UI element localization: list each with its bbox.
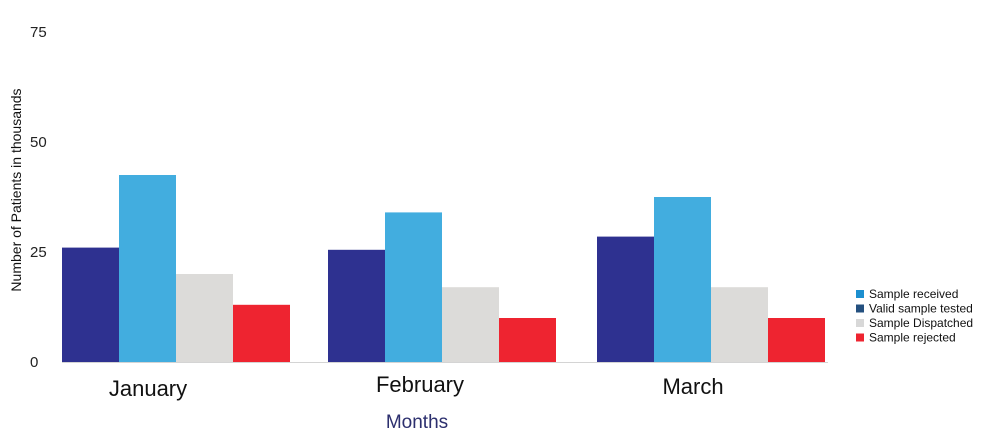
legend-swatch [856,319,864,327]
bar-march-sample-rejected [768,318,825,362]
y-tick-label: 75 [30,24,47,41]
legend-swatch [856,333,864,342]
bar-march-sample-dispatched [711,287,768,362]
legend-label: Sample rejected [869,331,956,345]
bar-february-valid-sample-tested [328,249,385,362]
x-axis-label: Months [386,412,448,432]
bar-february-sample-received [385,212,442,362]
y-tick-label: 50 [30,134,47,151]
x-tick-label: January [109,376,187,401]
y-axis-label: Number of Patients in thousands [8,88,24,291]
x-axis-category-labels: January February March [109,372,724,401]
bar-february-sample-dispatched [442,287,499,362]
bar-january-valid-sample-tested [62,247,119,362]
legend-swatch [856,304,864,313]
y-axis-ticks: 0 25 50 75 [30,24,47,371]
x-tick-label: February [376,372,464,397]
bar-january-sample-received [119,175,176,362]
bars [62,175,825,362]
legend-swatch [856,290,864,298]
y-tick-label: 0 [30,354,38,371]
x-tick-label: March [662,374,723,399]
y-tick-label: 25 [30,244,47,261]
legend-label: Valid sample tested [869,302,973,316]
bar-march-sample-received [654,197,711,362]
bar-february-sample-rejected [499,318,556,362]
bar-january-sample-dispatched [176,274,233,362]
bar-march-valid-sample-tested [597,236,654,362]
legend-label: Sample Dispatched [869,316,973,330]
legend-label: Sample received [869,287,958,301]
bar-january-sample-rejected [233,304,290,362]
